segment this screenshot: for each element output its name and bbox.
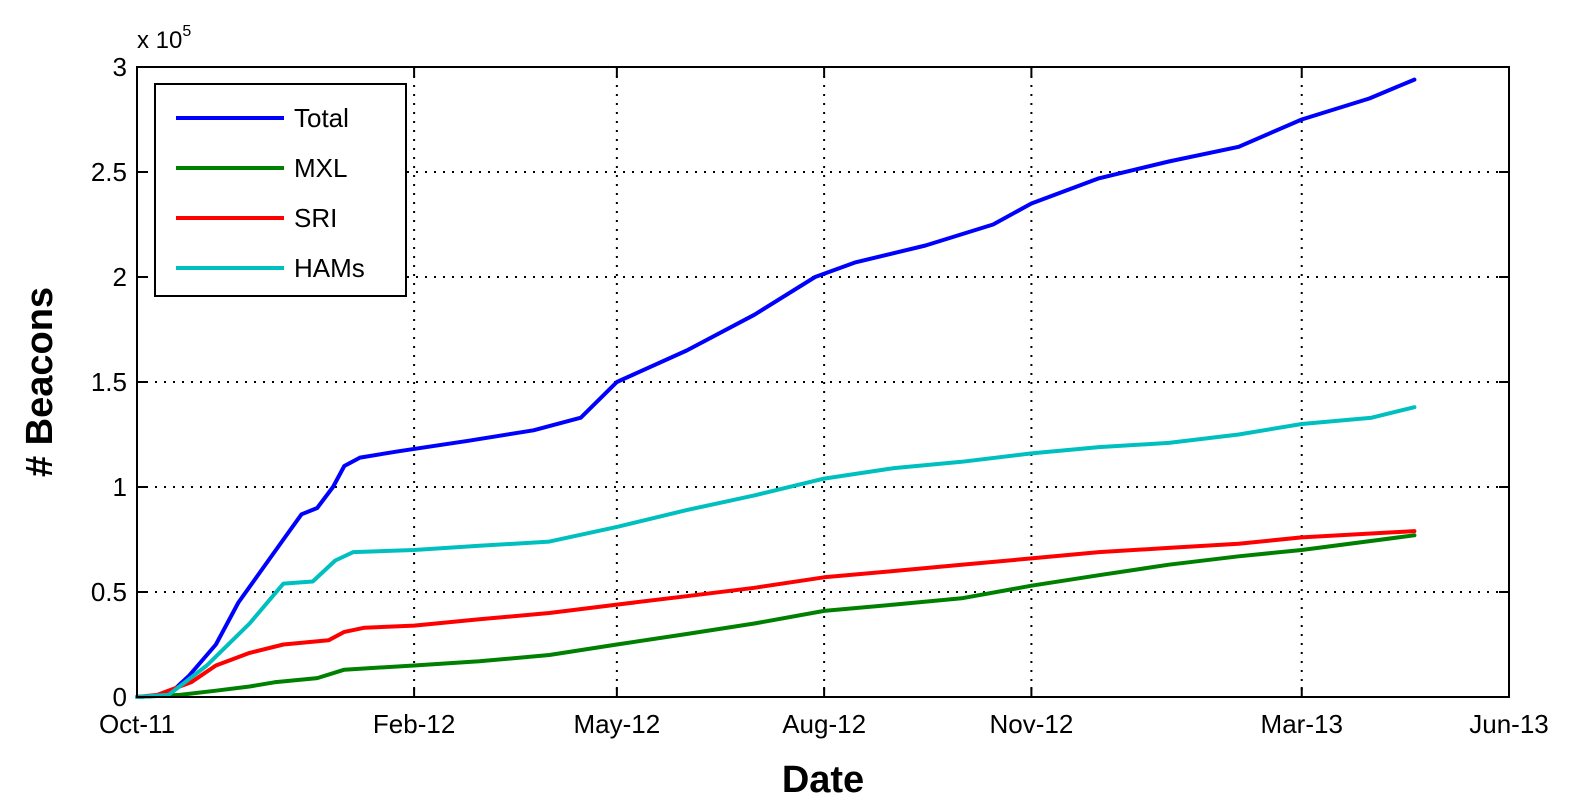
y-tick-label: 2.5: [91, 157, 127, 187]
y-tick-label: 2: [113, 262, 127, 292]
y-axis-title: # Beacons: [19, 287, 61, 477]
legend-box: [154, 83, 407, 297]
legend-label-hams: HAMs: [294, 253, 365, 283]
x-tick-label: Feb-12: [373, 709, 455, 739]
y-tick-label: 0.5: [91, 577, 127, 607]
grid-lines: [137, 67, 1509, 697]
series-lines: [135, 77, 1417, 699]
series-line-total: [135, 77, 1417, 699]
y-tick-label: 0: [113, 682, 127, 712]
x-tick-label: Jun-13: [1469, 709, 1549, 739]
legend-label-sri: SRI: [294, 203, 337, 233]
legend-label-mxl: MXL: [294, 153, 347, 183]
legend: Total MXL SRI HAMs: [154, 83, 407, 297]
legend-label-total: Total: [294, 103, 349, 133]
y-multiplier-label: x 105: [137, 23, 191, 54]
legend-items: Total MXL SRI HAMs: [176, 103, 365, 283]
y-tick-label: 3: [113, 52, 127, 82]
y-tick-label: 1: [113, 472, 127, 502]
x-tick-label: Nov-12: [989, 709, 1073, 739]
y-tick-label: 1.5: [91, 367, 127, 397]
axis-labels: Oct-11 Feb-12 May-12 Aug-12 Nov-12 Mar-13 Jun-…: [91, 52, 1549, 739]
x-tick-label: Mar-13: [1261, 709, 1343, 739]
axis-ticks: [136, 66, 1510, 698]
x-tick-label: Oct-11: [99, 709, 175, 739]
x-axis-title: Date: [782, 759, 864, 801]
x-tick-label: May-12: [574, 709, 661, 739]
x-tick-label: Aug-12: [782, 709, 866, 739]
series-line-mxl: [135, 533, 1417, 699]
series-line-hams: [135, 405, 1417, 699]
series-line-sri: [135, 529, 1417, 699]
